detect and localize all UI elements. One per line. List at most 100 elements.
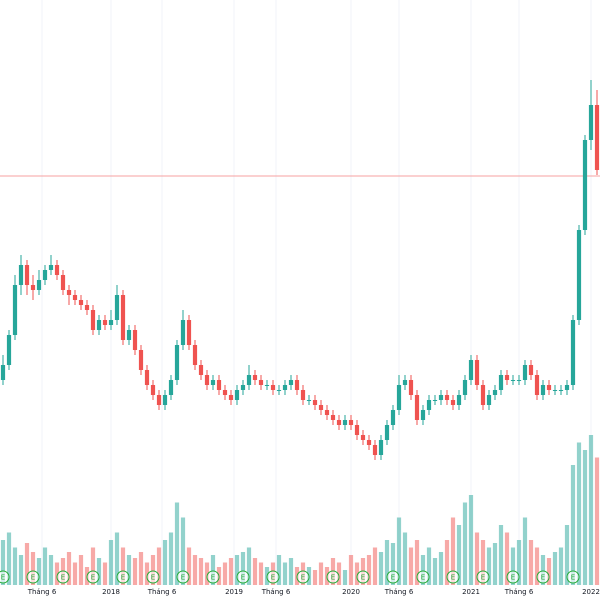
x-tick-label: Tháng 6 xyxy=(504,588,534,596)
event-label: E xyxy=(31,574,35,582)
candle-body xyxy=(36,280,42,290)
volume-bar xyxy=(288,558,294,585)
candle-body xyxy=(282,385,288,390)
event-marker xyxy=(236,570,250,584)
volume-bar xyxy=(156,547,162,585)
candle-body xyxy=(240,385,246,390)
candle-body xyxy=(324,410,330,415)
volume-bar xyxy=(120,547,126,585)
candle-body xyxy=(54,265,60,275)
event-label: E xyxy=(451,574,455,582)
event-label: E xyxy=(271,574,275,582)
x-tick-label: 2018 xyxy=(102,588,120,596)
candle-body xyxy=(588,105,594,140)
x-tick-label: Tháng 6 xyxy=(147,588,177,596)
volume-bar xyxy=(378,552,384,585)
volume-bar xyxy=(126,555,132,585)
candle-body xyxy=(120,295,126,340)
volume-bar xyxy=(564,525,570,585)
volume-bar xyxy=(336,562,342,585)
volume-bar xyxy=(552,552,558,585)
candle-body xyxy=(198,365,204,375)
event-label: E xyxy=(331,574,335,582)
candle-body xyxy=(372,445,378,455)
event-label: E xyxy=(181,574,185,582)
candle-body xyxy=(108,320,114,325)
volume-bar xyxy=(444,540,450,585)
event-marker xyxy=(476,570,490,584)
volume-bar xyxy=(72,562,78,585)
event-marker xyxy=(266,570,280,584)
volume-bar xyxy=(234,555,240,585)
volume-bar xyxy=(372,547,378,585)
volume-bar xyxy=(18,555,24,585)
candle-body xyxy=(300,390,306,400)
event-marker xyxy=(326,570,340,584)
candle-body xyxy=(42,270,48,280)
candle-body xyxy=(498,375,504,390)
candle-body xyxy=(546,385,552,390)
candle-body xyxy=(378,440,384,455)
event-label: E xyxy=(91,574,95,582)
candle-body xyxy=(450,400,456,405)
volume-bar xyxy=(312,570,318,585)
event-marker xyxy=(446,570,460,584)
candle-body xyxy=(78,300,84,305)
candle-body xyxy=(0,365,6,380)
volume-bar xyxy=(318,562,324,585)
candle-body xyxy=(486,395,492,405)
candle-body xyxy=(576,230,582,320)
event-marker xyxy=(56,570,70,584)
candle-body xyxy=(510,380,516,381)
volume-bar xyxy=(168,532,174,585)
volume-bar xyxy=(432,558,438,585)
candle-body xyxy=(30,285,36,290)
candle-body xyxy=(456,395,462,405)
candle-body xyxy=(318,405,324,410)
volume-bar xyxy=(0,540,6,585)
event-marker xyxy=(176,570,190,584)
candle-body xyxy=(264,385,270,386)
candle-body xyxy=(408,380,414,395)
volume-bar xyxy=(582,450,588,585)
candle-body xyxy=(114,295,120,320)
event-label: E xyxy=(241,574,245,582)
candle-body xyxy=(540,385,546,395)
volume-bar xyxy=(456,525,462,585)
volume-bar xyxy=(78,555,84,585)
candle-body xyxy=(516,380,522,381)
candle-body xyxy=(522,365,528,380)
candle-body xyxy=(444,395,450,400)
candle-body xyxy=(12,285,18,335)
volume-bar xyxy=(486,547,492,585)
candle-body xyxy=(336,420,342,425)
candle-body xyxy=(60,275,66,290)
candle-body xyxy=(150,385,156,395)
volume-bar xyxy=(138,552,144,585)
candle-body xyxy=(366,440,372,445)
candle-body xyxy=(564,385,570,390)
x-tick-label: 2021 xyxy=(462,588,480,596)
volume-bar xyxy=(366,555,372,585)
volume-bar xyxy=(282,562,288,585)
event-label: E xyxy=(391,574,395,582)
event-label: E xyxy=(151,574,155,582)
event-marker xyxy=(206,570,220,584)
candle-body xyxy=(192,345,198,365)
event-marker xyxy=(0,570,10,584)
event-marker xyxy=(566,570,580,584)
x-tick-label: Tháng 6 xyxy=(384,588,414,596)
candle-body xyxy=(552,390,558,391)
volume-bar xyxy=(252,558,258,585)
candle-body xyxy=(534,375,540,395)
candle-body xyxy=(228,395,234,400)
candle-body xyxy=(18,265,24,285)
volume-bar xyxy=(354,562,360,585)
candle-body xyxy=(102,320,108,325)
volume-bar xyxy=(174,502,180,585)
candle-body xyxy=(384,425,390,440)
candle-body xyxy=(288,380,294,385)
candle-body xyxy=(354,425,360,435)
volume-bar xyxy=(546,558,552,585)
